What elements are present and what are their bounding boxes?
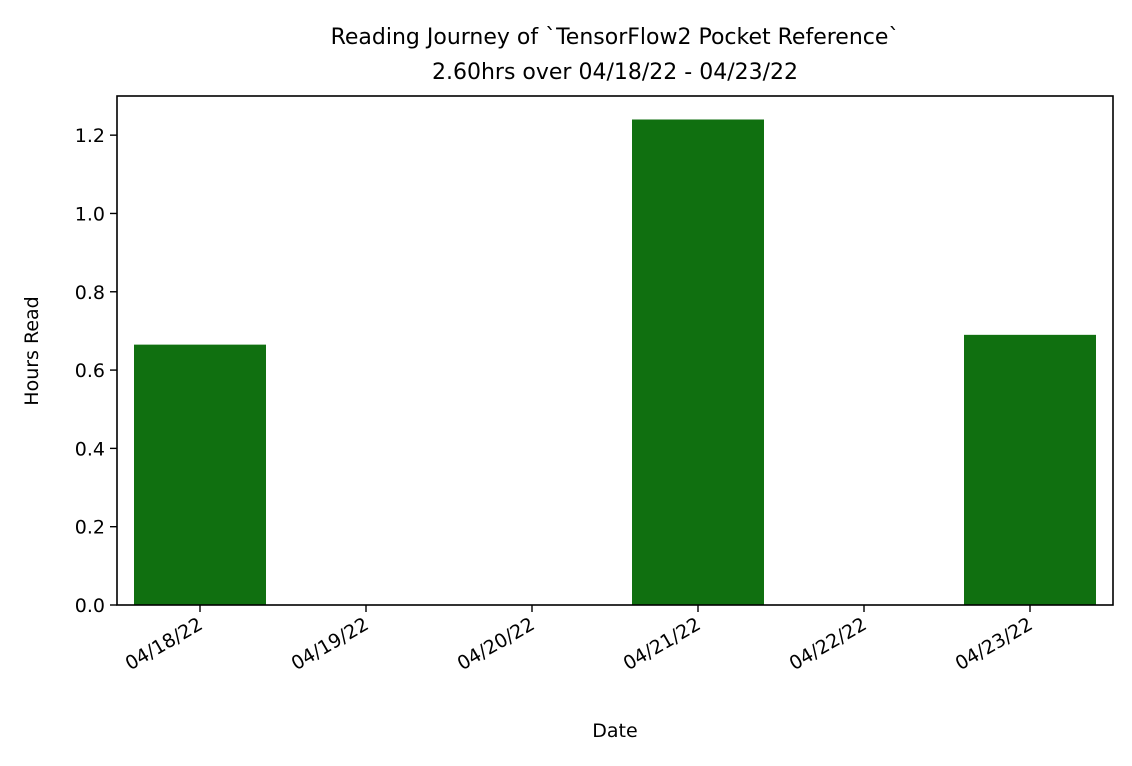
y-axis-label: Hours Read <box>21 296 43 405</box>
x-tick-label: 04/19/22 <box>288 613 373 675</box>
y-tick-label: 1.2 <box>75 125 105 147</box>
y-tick-label: 0.6 <box>75 360 105 382</box>
x-axis: 04/18/22 04/19/22 04/20/22 04/21/22 04/22/22… <box>122 605 1037 675</box>
y-axis: 0.0 0.2 0.4 0.6 0.8 1.0 1.2 <box>75 125 117 617</box>
chart-subtitle: 2.60hrs over 04/18/22 - 04/23/22 <box>432 60 798 85</box>
y-tick-label: 0.2 <box>75 517 105 539</box>
x-tick-label: 04/18/22 <box>122 613 207 675</box>
bar-04/23/22 <box>964 334 1096 605</box>
x-tick-label: 04/20/22 <box>454 613 539 675</box>
y-tick-label: 0.0 <box>75 595 105 617</box>
y-tick-label: 0.4 <box>75 438 105 460</box>
bar-04/18/22 <box>134 344 266 605</box>
y-tick-label: 1.0 <box>75 203 105 225</box>
bar-04/21/22 <box>632 119 764 605</box>
plot-area <box>134 119 1096 605</box>
y-tick-label: 0.8 <box>75 282 105 304</box>
x-tick-label: 04/22/22 <box>786 613 871 675</box>
x-tick-label: 04/21/22 <box>620 613 705 675</box>
x-axis-label: Date <box>592 720 637 742</box>
chart-title: Reading Journey of `TensorFlow2 Pocket R… <box>331 25 900 50</box>
x-tick-label: 04/23/22 <box>952 613 1037 675</box>
plot-frame <box>116 95 1114 606</box>
